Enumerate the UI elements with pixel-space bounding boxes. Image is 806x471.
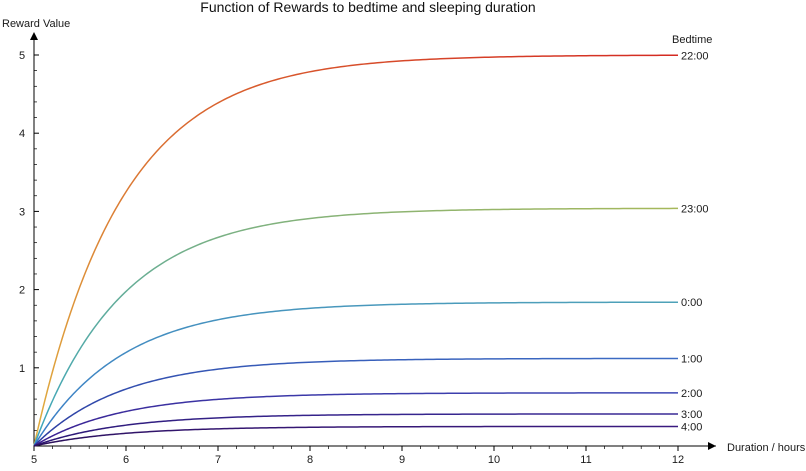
series-label: 0:00 xyxy=(681,297,702,309)
y-tick-label: 4 xyxy=(19,128,25,140)
y-tick-label: 2 xyxy=(19,285,25,297)
x-axis-label: Duration / hours xyxy=(727,442,806,454)
x-tick-label: 8 xyxy=(307,454,313,466)
x-tick-label: 6 xyxy=(123,454,129,466)
y-tick-label: 1 xyxy=(19,363,25,375)
series-label: 22:00 xyxy=(681,50,709,62)
y-axis-arrow-icon xyxy=(30,32,38,40)
chart-title: Function of Rewards to bedtime and sleep… xyxy=(200,0,535,15)
series-line-000 xyxy=(33,301,679,447)
legend-title: Bedtime xyxy=(672,34,712,46)
series-label: 3:00 xyxy=(681,409,702,421)
x-tick-label: 11 xyxy=(580,454,591,466)
series-label: 2:00 xyxy=(681,388,702,400)
series-line-2300 xyxy=(33,207,679,447)
x-tick-label: 5 xyxy=(31,454,37,466)
series-line-100 xyxy=(33,357,679,447)
x-tick-label: 9 xyxy=(399,454,405,466)
x-tick-label: 7 xyxy=(215,454,221,466)
curves xyxy=(33,54,679,447)
series-label: 4:00 xyxy=(681,421,702,433)
x-tick-label: 12 xyxy=(672,454,684,466)
y-tick-label: 5 xyxy=(19,50,25,62)
y-tick-label: 3 xyxy=(19,206,25,218)
series-line-2200 xyxy=(33,54,679,447)
series-line-200 xyxy=(33,392,678,447)
x-axis-arrow-icon xyxy=(708,442,716,450)
series-line-400 xyxy=(33,425,678,447)
series-label: 1:00 xyxy=(681,353,702,365)
series-line-300 xyxy=(33,413,678,447)
x-tick-label: 10 xyxy=(488,454,500,466)
y-axis-label: Reward Value xyxy=(2,18,70,30)
series-label: 23:00 xyxy=(681,203,709,215)
curve-labels: 22:00 23:00 0:00 1:00 2:00 3:004:00 xyxy=(681,50,709,433)
